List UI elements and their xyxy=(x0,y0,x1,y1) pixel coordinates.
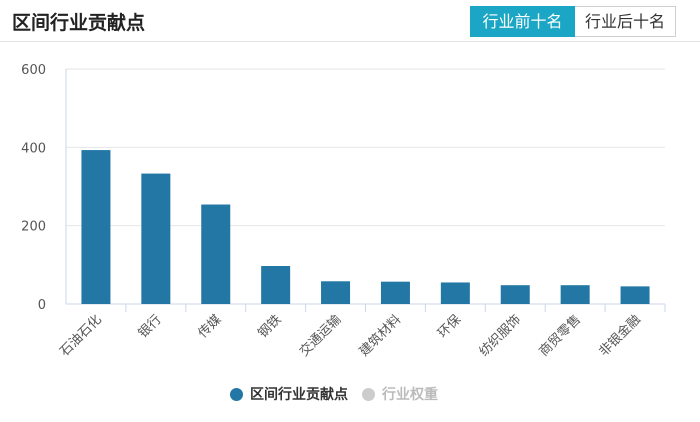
x-tick-label: 非银金融 xyxy=(596,312,644,360)
x-tick-label: 银行 xyxy=(136,312,165,341)
legend-marker-weight xyxy=(362,387,375,401)
legend-label-weight: 行业权重 xyxy=(382,387,438,403)
bar xyxy=(560,285,590,304)
bar xyxy=(440,282,470,304)
x-tick-label: 交通运输 xyxy=(296,312,344,360)
bar xyxy=(141,173,171,304)
tab-bottom-ten[interactable]: 行业后十名 xyxy=(575,6,676,37)
chart-header: 区间行业贡献点 行业前十名 行业后十名 xyxy=(0,0,700,42)
bar xyxy=(380,281,410,304)
bar xyxy=(201,204,231,304)
x-tick-label: 钢铁 xyxy=(255,312,284,341)
x-tick-label: 石油石化 xyxy=(57,312,104,359)
bar xyxy=(321,281,351,304)
y-tick-label: 400 xyxy=(21,141,46,156)
bar xyxy=(620,286,650,304)
x-tick-label: 传媒 xyxy=(196,312,225,341)
legend-marker-contribution xyxy=(230,387,243,401)
x-tick-label: 环保 xyxy=(435,312,464,341)
tab-group: 行业前十名 行业后十名 xyxy=(470,6,676,37)
bar xyxy=(81,150,111,304)
y-tick-label: 0 xyxy=(38,298,46,313)
bar xyxy=(261,266,291,304)
chart-title: 区间行业贡献点 xyxy=(12,12,146,34)
bar xyxy=(500,285,530,304)
legend-label-contribution: 区间行业贡献点 xyxy=(250,387,348,403)
x-tick-label: 商贸零售 xyxy=(536,312,584,360)
legend: 区间行业贡献点 行业权重 xyxy=(230,384,452,404)
y-tick-label: 200 xyxy=(21,220,46,235)
x-tick-label: 建筑材料 xyxy=(356,312,404,360)
legend-item-weight[interactable]: 行业权重 xyxy=(362,384,438,404)
legend-item-contribution[interactable]: 区间行业贡献点 xyxy=(230,384,348,404)
bar-chart: 0 200 400 600 石油石化 银行 传媒 钢铁 交通运输 建筑材料 环保 纺织服饰 商贸零售 非银… xyxy=(21,63,666,360)
y-tick-label: 600 xyxy=(21,63,46,78)
x-tick-label: 纺织服饰 xyxy=(477,312,524,359)
tab-top-ten[interactable]: 行业前十名 xyxy=(470,6,575,37)
